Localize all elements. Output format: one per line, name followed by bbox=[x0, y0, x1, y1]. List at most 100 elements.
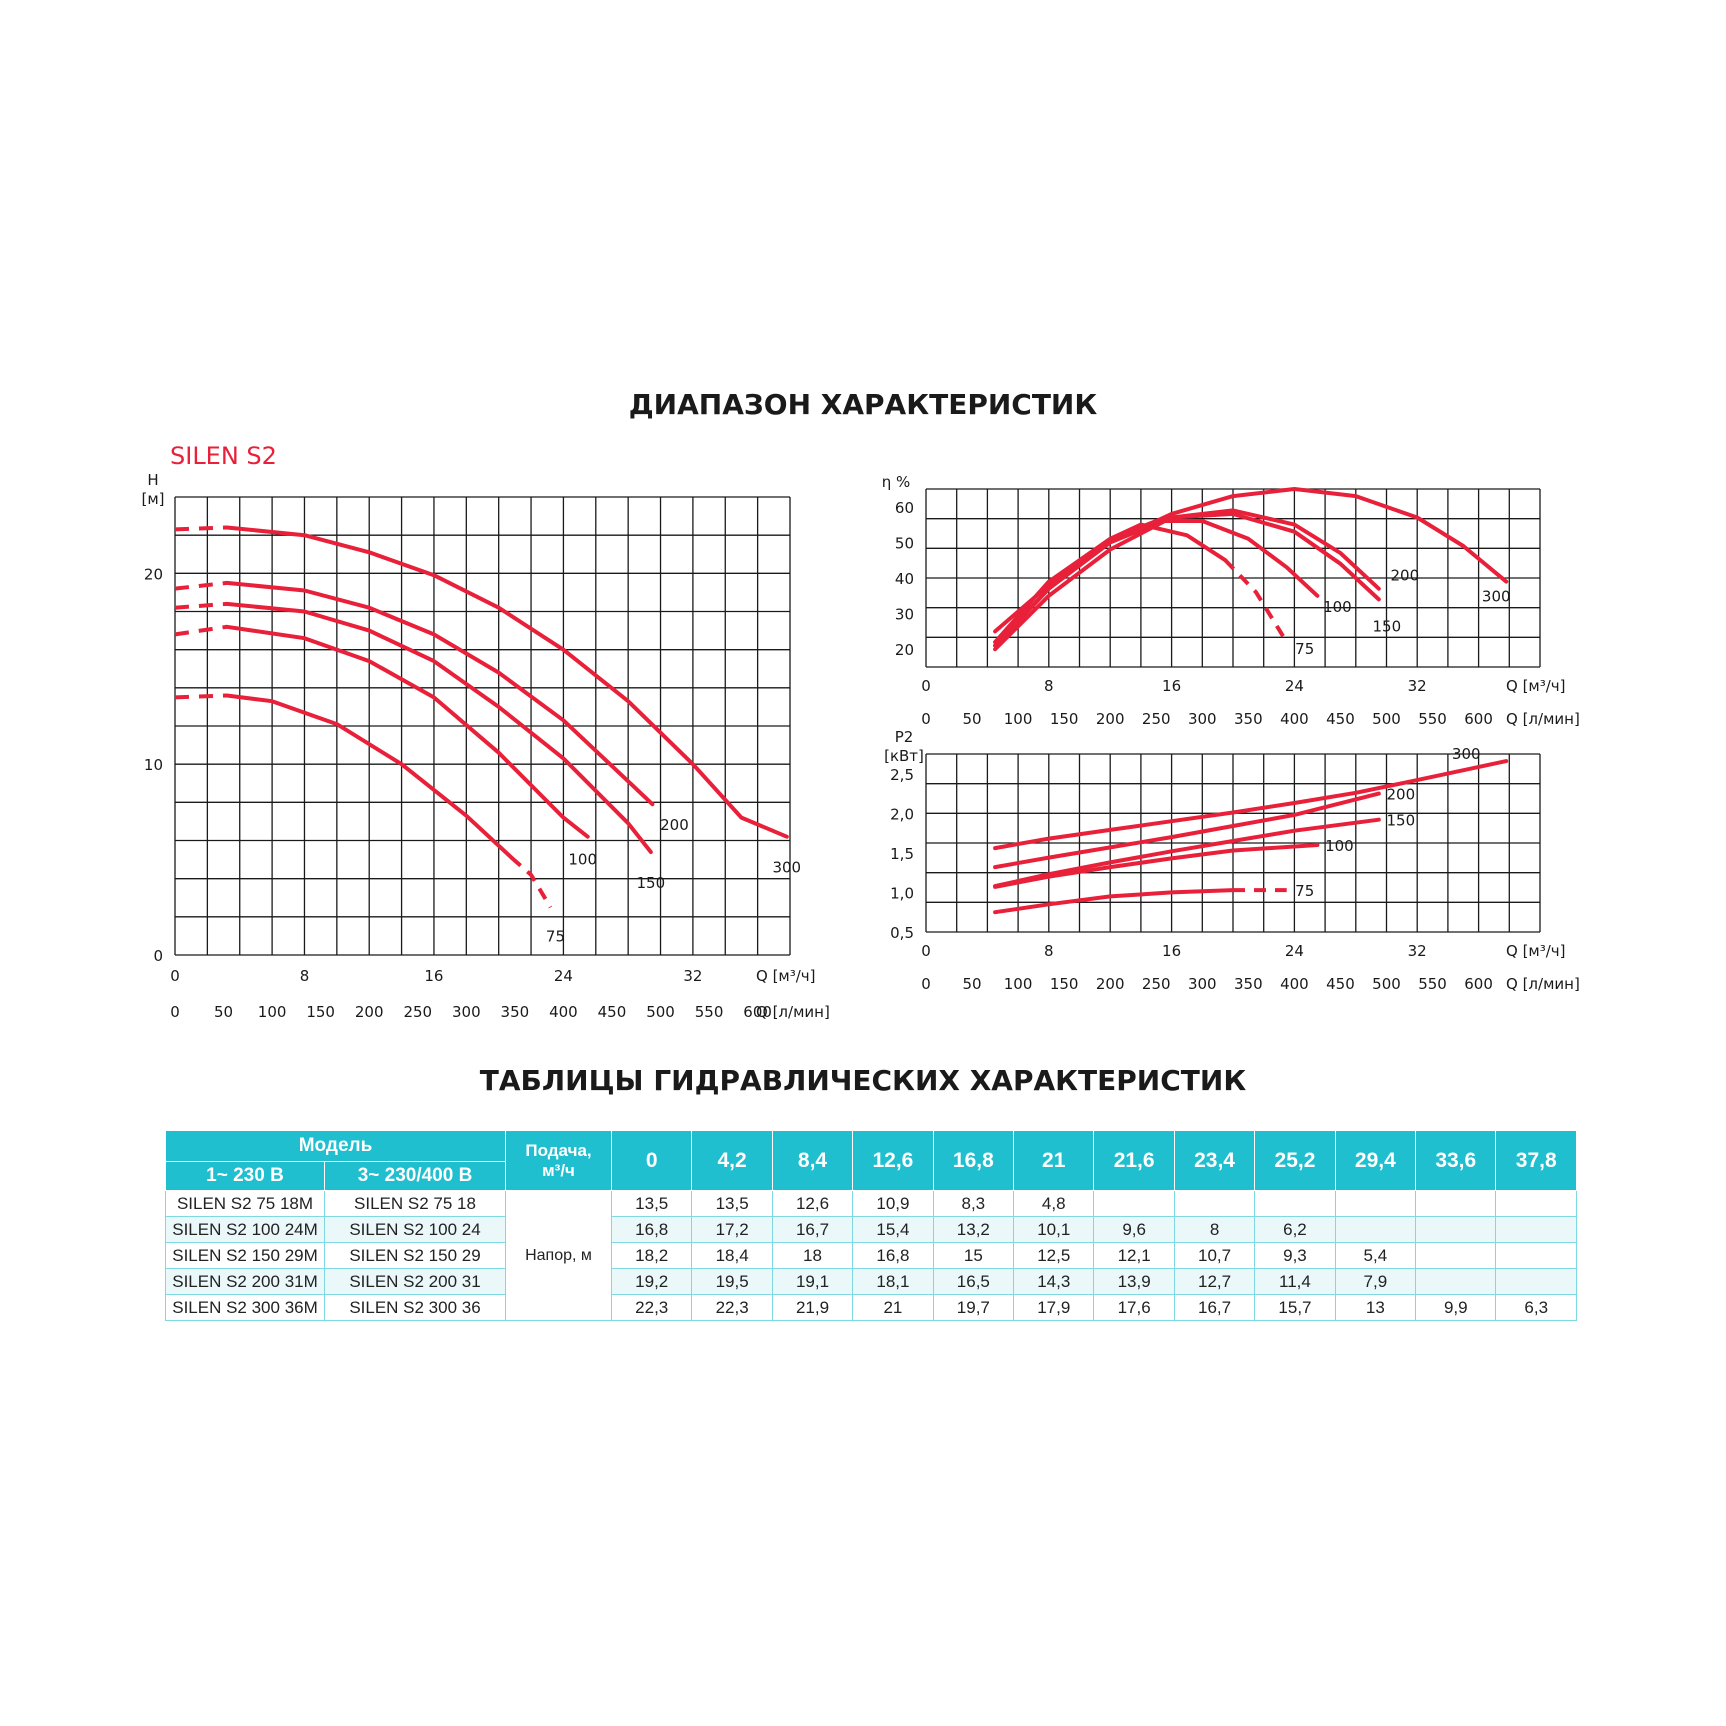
head-value-cell: 14,3 bbox=[1013, 1268, 1095, 1295]
head-value-cell: 9,3 bbox=[1254, 1242, 1336, 1269]
x-tick-label-lmin: 400 bbox=[1280, 975, 1309, 993]
curve-label: 200 bbox=[660, 816, 689, 834]
x-tick-label-lmin: 450 bbox=[1326, 975, 1355, 993]
y-tick-label: 2,0 bbox=[890, 805, 914, 823]
y-tick-label: 50 bbox=[895, 534, 914, 552]
curve-label: 75 bbox=[1295, 882, 1314, 900]
flow-header: Подача, м³/ч bbox=[505, 1130, 612, 1191]
table-row: SILEN S2 100 24M SILEN S2 100 24 16,8 17,2 1… bbox=[165, 1216, 1577, 1243]
flow-col-header: 4,2 bbox=[691, 1130, 773, 1191]
head-value-cell: 13,5 bbox=[610, 1190, 693, 1217]
head-value-cell: 8 bbox=[1173, 1216, 1256, 1243]
head-value-cell bbox=[1415, 1216, 1497, 1243]
curve-label: 150 bbox=[636, 874, 665, 892]
x-axis-label-m3h: Q [м³/ч] bbox=[1506, 677, 1566, 695]
x-tick-label-lmin: 100 bbox=[1004, 710, 1033, 728]
model-1ph-cell: SILEN S2 150 29M bbox=[165, 1242, 325, 1269]
model-3ph-cell: SILEN S2 150 29 bbox=[324, 1242, 506, 1269]
x-tick-label-lmin: 150 bbox=[1050, 710, 1079, 728]
model-1ph-cell: SILEN S2 200 31M bbox=[165, 1268, 325, 1295]
x-tick-label-lmin: 300 bbox=[452, 1003, 481, 1021]
head-value-cell bbox=[1334, 1190, 1417, 1217]
curve-100 bbox=[224, 624, 590, 839]
curve-label: 300 bbox=[772, 859, 801, 877]
x-tick-label-lmin: 150 bbox=[306, 1003, 335, 1021]
head-value-cell: 7,9 bbox=[1334, 1268, 1417, 1295]
x-tick-label-m3h: 24 bbox=[1285, 677, 1304, 695]
x-tick-label-lmin: 250 bbox=[1142, 710, 1171, 728]
x-tick-label-m3h: 16 bbox=[1162, 677, 1181, 695]
flow-col-header: 0 bbox=[610, 1130, 693, 1191]
head-value-cell bbox=[1415, 1242, 1497, 1269]
x-axis-label-lmin: Q [л/мин] bbox=[756, 1003, 830, 1021]
x-tick-label-lmin: 100 bbox=[258, 1003, 287, 1021]
head-value-cell: 8,3 bbox=[932, 1190, 1015, 1217]
curve-label: 300 bbox=[1482, 588, 1511, 606]
x-tick-label-lmin: 50 bbox=[214, 1003, 233, 1021]
curve-200-dashed-start bbox=[174, 580, 228, 591]
curve-300 bbox=[993, 759, 1509, 851]
flow-col-header: 8,4 bbox=[771, 1130, 854, 1191]
x-tick-label-lmin: 350 bbox=[1234, 975, 1263, 993]
hydraulic-table: Модель Подача, м³/ч 0 4,2 8,4 12,6 16,8 … bbox=[165, 1130, 1577, 1321]
y-tick-label: 60 bbox=[895, 499, 914, 517]
x-tick-label-lmin: 600 bbox=[1464, 975, 1493, 993]
head-value-cell bbox=[1495, 1242, 1577, 1269]
x-tick-label-lmin: 250 bbox=[403, 1003, 432, 1021]
table-row: SILEN S2 200 31M SILEN S2 200 31 19,2 19,5 1… bbox=[165, 1268, 1577, 1295]
curve-label: 75 bbox=[1295, 640, 1314, 658]
head-value-cell: 18,1 bbox=[852, 1268, 934, 1295]
curve-75 bbox=[224, 693, 514, 860]
curve-150 bbox=[993, 817, 1381, 889]
y-tick-label: 20 bbox=[144, 565, 163, 583]
flow-col-header: 29,4 bbox=[1334, 1130, 1417, 1191]
x-tick-label-m3h: 16 bbox=[1162, 942, 1181, 960]
curve-label: 200 bbox=[1391, 567, 1420, 585]
table-row: SILEN S2 150 29M SILEN S2 150 29 18,2 18,4 1… bbox=[165, 1242, 1577, 1269]
head-value-cell: 16,5 bbox=[932, 1268, 1015, 1295]
x-tick-label-m3h: 32 bbox=[683, 967, 702, 985]
head-value-cell: 19,5 bbox=[691, 1268, 773, 1295]
curve-100 bbox=[993, 519, 1320, 645]
head-value-cell: 4,8 bbox=[1013, 1190, 1095, 1217]
curve-label: 150 bbox=[1373, 617, 1402, 635]
head-value-cell bbox=[1173, 1190, 1256, 1217]
x-tick-label-m3h: 0 bbox=[170, 967, 180, 985]
param-label-cell: Напор, м bbox=[505, 1190, 612, 1321]
curve-label: 100 bbox=[1323, 598, 1352, 616]
head-value-cell: 22,3 bbox=[610, 1294, 693, 1321]
head-value-cell: 11,4 bbox=[1254, 1268, 1336, 1295]
x-tick-label-lmin: 450 bbox=[1326, 710, 1355, 728]
model-1ph-cell: SILEN S2 300 36M bbox=[165, 1294, 325, 1321]
head-value-cell: 21,9 bbox=[771, 1294, 854, 1321]
x-tick-label-lmin: 500 bbox=[646, 1003, 675, 1021]
head-value-cell: 15,4 bbox=[852, 1216, 934, 1243]
model-1ph-cell: SILEN S2 100 24M bbox=[165, 1216, 325, 1243]
curve-200 bbox=[993, 508, 1381, 652]
x-axis-label-lmin: Q [л/мин] bbox=[1506, 975, 1580, 993]
x-tick-label-m3h: 8 bbox=[1044, 677, 1054, 695]
model-header: Модель bbox=[165, 1130, 506, 1162]
head-value-cell: 10,1 bbox=[1013, 1216, 1095, 1243]
x-tick-label-lmin: 200 bbox=[1096, 710, 1125, 728]
x-tick-label-lmin: 0 bbox=[170, 1003, 180, 1021]
x-tick-label-lmin: 50 bbox=[963, 975, 982, 993]
head-value-cell: 18,4 bbox=[691, 1242, 773, 1269]
x-tick-label-m3h: 24 bbox=[554, 967, 573, 985]
curve-label: 75 bbox=[546, 927, 565, 945]
curve-label: 100 bbox=[1325, 837, 1354, 855]
head-value-cell: 13,5 bbox=[691, 1190, 773, 1217]
curve-100-dashed-start bbox=[174, 624, 228, 637]
y-tick-label: 2,5 bbox=[890, 766, 914, 784]
curve-150 bbox=[224, 601, 653, 854]
head-value-cell: 16,8 bbox=[852, 1242, 934, 1269]
model-3ph-cell: SILEN S2 100 24 bbox=[324, 1216, 506, 1243]
model-3ph-cell: SILEN S2 75 18 bbox=[324, 1190, 506, 1217]
curve-300-dashed-start bbox=[174, 525, 227, 532]
x-tick-label-m3h: 24 bbox=[1285, 942, 1304, 960]
x-tick-label-lmin: 450 bbox=[598, 1003, 627, 1021]
flow-col-header: 33,6 bbox=[1415, 1130, 1497, 1191]
y-axis-label: H bbox=[147, 471, 158, 489]
x-tick-label-m3h: 0 bbox=[921, 677, 931, 695]
